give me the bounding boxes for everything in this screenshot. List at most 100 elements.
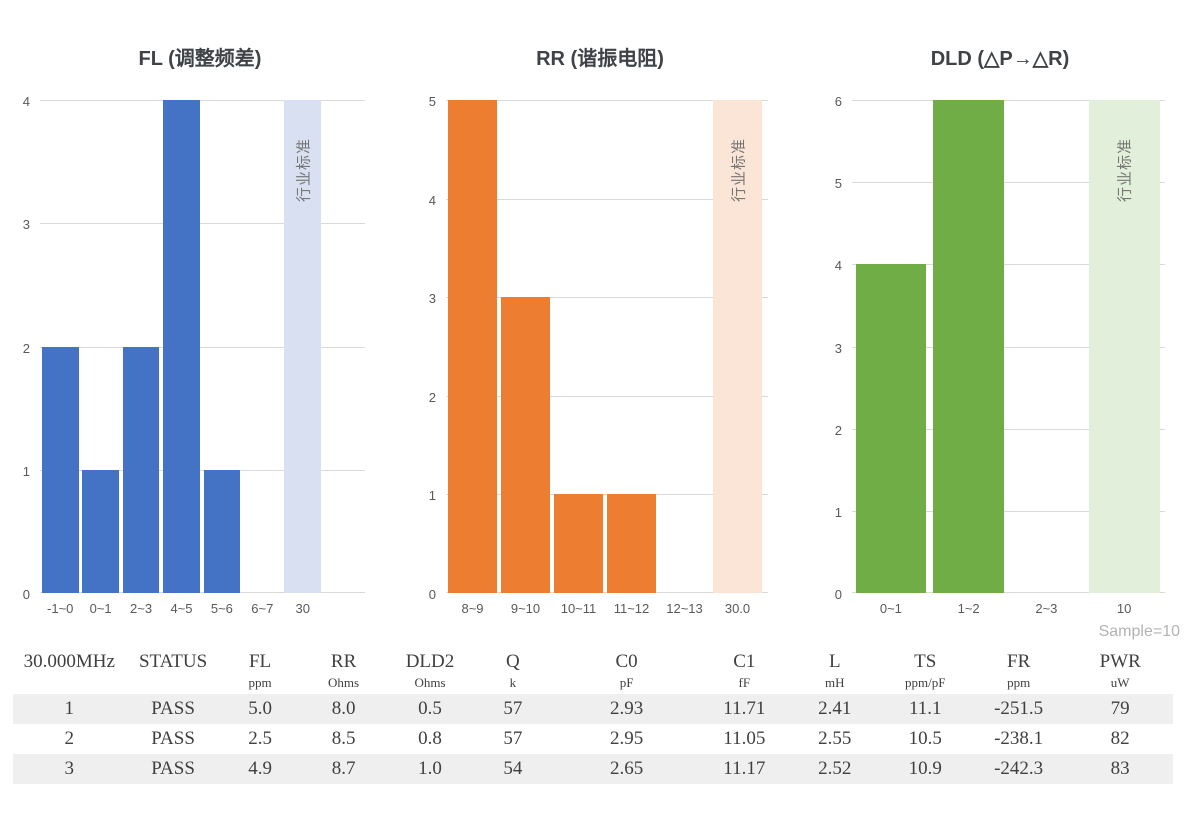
bar xyxy=(448,100,497,593)
column-unit: ppm xyxy=(248,675,272,690)
column-unit: k xyxy=(509,675,517,690)
table-cell: PASS xyxy=(151,728,195,749)
report-dashboard: FL (调整频差) 0 1 2 3 4 行业标准 -1~0 0~1 2~3 4~5 5~6 6~7 30 R… xyxy=(0,14,1200,784)
gridline xyxy=(446,395,768,397)
bars: 行业标准 xyxy=(446,100,768,593)
x-tick-label: 10~11 xyxy=(560,600,597,616)
bar xyxy=(41,346,79,593)
table-cell: 54 xyxy=(503,758,523,779)
table-cell: -242.3 xyxy=(994,758,1044,779)
y-axis: 0 1 2 3 4 5 6 xyxy=(800,94,852,602)
gridline xyxy=(852,428,1165,430)
table-cell: -238.1 xyxy=(994,728,1044,749)
bar-slot: 行业标准 xyxy=(283,100,323,593)
table-cell: 82 xyxy=(1110,728,1130,749)
x-tick-label: 0~1 xyxy=(89,600,112,616)
column-header: L xyxy=(828,651,841,672)
bar-slot: 行业标准 xyxy=(711,100,764,593)
bar-slot xyxy=(80,100,120,593)
y-tick-label: 6 xyxy=(834,94,842,109)
gridline xyxy=(40,469,365,471)
y-axis: 0 1 2 3 4 5 xyxy=(400,94,446,602)
gridline xyxy=(40,346,365,348)
column-header: 30.000MHz xyxy=(23,651,115,672)
column-header: Q xyxy=(506,651,520,672)
column-header: FL xyxy=(248,651,272,672)
bar-slot xyxy=(1008,100,1086,593)
x-tick-label: 2~3 xyxy=(1035,600,1058,616)
table-cell: 8.0 xyxy=(331,698,356,719)
industry-standard-label: 行业标准 xyxy=(295,137,313,203)
bar xyxy=(82,469,120,593)
x-tick-label: 11~12 xyxy=(613,600,650,616)
table-cell: 3 xyxy=(64,758,75,779)
industry-standard-label: 行业标准 xyxy=(1116,137,1134,203)
y-tick-label: 2 xyxy=(834,422,842,438)
bar-slot xyxy=(930,100,1008,593)
bar-slot xyxy=(40,100,80,593)
bar xyxy=(203,469,241,593)
plot-column: 行业标准 -1~0 0~1 2~3 4~5 5~6 6~7 30 xyxy=(40,100,365,616)
y-tick-label: 5 xyxy=(834,176,842,192)
x-tick-label: 2~3 xyxy=(130,600,153,616)
bar-slot xyxy=(499,100,552,593)
table-cell: 2.95 xyxy=(609,728,644,749)
sample-count-label: Sample=10 xyxy=(1098,623,1180,640)
table-cell: PASS xyxy=(151,758,195,779)
x-tick-label: 9~10 xyxy=(510,600,541,616)
column-header: TS xyxy=(914,651,937,672)
column-unit: Ohms xyxy=(414,675,446,690)
y-tick-label: 4 xyxy=(428,192,436,208)
table-cell: 2.5 xyxy=(248,728,272,749)
y-tick-label: 1 xyxy=(428,488,436,504)
y-tick-label: 2 xyxy=(22,340,30,356)
plot-row: 0 1 2 3 4 行业标准 -1~0 0~1 2~3 4~5 5~6 6~7 30 xyxy=(0,94,400,616)
column-unit: ppm xyxy=(1007,675,1031,690)
chart-0: FL (调整频差) 0 1 2 3 4 行业标准 -1~0 0~1 2~3 4~5 5~6 6~7 30 xyxy=(0,14,400,616)
gridline xyxy=(852,592,1165,593)
x-axis-labels: -1~0 0~1 2~3 4~5 5~6 6~7 30 xyxy=(40,593,365,623)
table-header-row: 30.000MHz STATUS FL RR DLD2 Q C0 C1 L TS FR PWR xyxy=(13,645,1173,674)
table-cell: 11.1 xyxy=(908,698,942,719)
y-tick-label: 0 xyxy=(428,587,436,602)
gridline xyxy=(446,100,768,101)
bar-slot xyxy=(658,100,711,593)
plot-row: 0 1 2 3 4 5 6 行业标准 0~1 1~2 2~3 10 xyxy=(800,94,1200,616)
table-cell: 0.8 xyxy=(418,728,442,749)
bar-slot xyxy=(552,100,605,593)
y-tick-label: 3 xyxy=(834,340,842,356)
gridline xyxy=(40,592,365,593)
gridline xyxy=(40,223,365,225)
table-cell: 11.17 xyxy=(723,758,766,779)
table-cell: 1.0 xyxy=(418,758,442,779)
bar-slot xyxy=(202,100,242,593)
chart-title: DLD (△P→△R) xyxy=(930,48,1070,70)
bar-slot xyxy=(121,100,161,593)
column-unit xyxy=(13,674,126,694)
table-cell: 5.0 xyxy=(248,698,272,719)
table-cell: 10.5 xyxy=(908,728,942,749)
table-cell: 11.05 xyxy=(723,728,766,749)
column-unit: pF xyxy=(619,675,634,690)
gridline xyxy=(852,346,1165,348)
table-cell: 2.93 xyxy=(609,698,644,719)
table-cell: 79 xyxy=(1110,698,1130,719)
x-tick-label: 0~1 xyxy=(879,600,902,616)
bars: 行业标准 xyxy=(852,100,1165,593)
x-tick-label: 8~9 xyxy=(461,600,484,616)
y-tick-label: 0 xyxy=(834,587,842,602)
bar-slot xyxy=(446,100,499,593)
x-tick-label: 30 xyxy=(295,600,310,616)
gridline xyxy=(852,100,1165,101)
bars: 行业标准 xyxy=(40,100,365,593)
table-row: 2 PASS 2.5 8.5 0.8 57 2.95 11.05 2.55 10.5 -238.1 8… xyxy=(13,724,1173,754)
table-cell: 2 xyxy=(64,728,75,749)
bar-slot xyxy=(605,100,658,593)
column-unit: Ohms xyxy=(328,675,360,690)
measurement-table: 30.000MHz STATUS FL RR DLD2 Q C0 C1 L TS FR PWR ppm O… xyxy=(13,645,1173,784)
y-tick-label: 4 xyxy=(834,258,842,274)
plot-column: 行业标准 8~9 9~10 10~11 11~12 12~13 30.0 xyxy=(446,100,768,616)
bar xyxy=(554,494,603,593)
industry-standard-label: 行业标准 xyxy=(730,137,747,203)
bar xyxy=(607,494,656,593)
